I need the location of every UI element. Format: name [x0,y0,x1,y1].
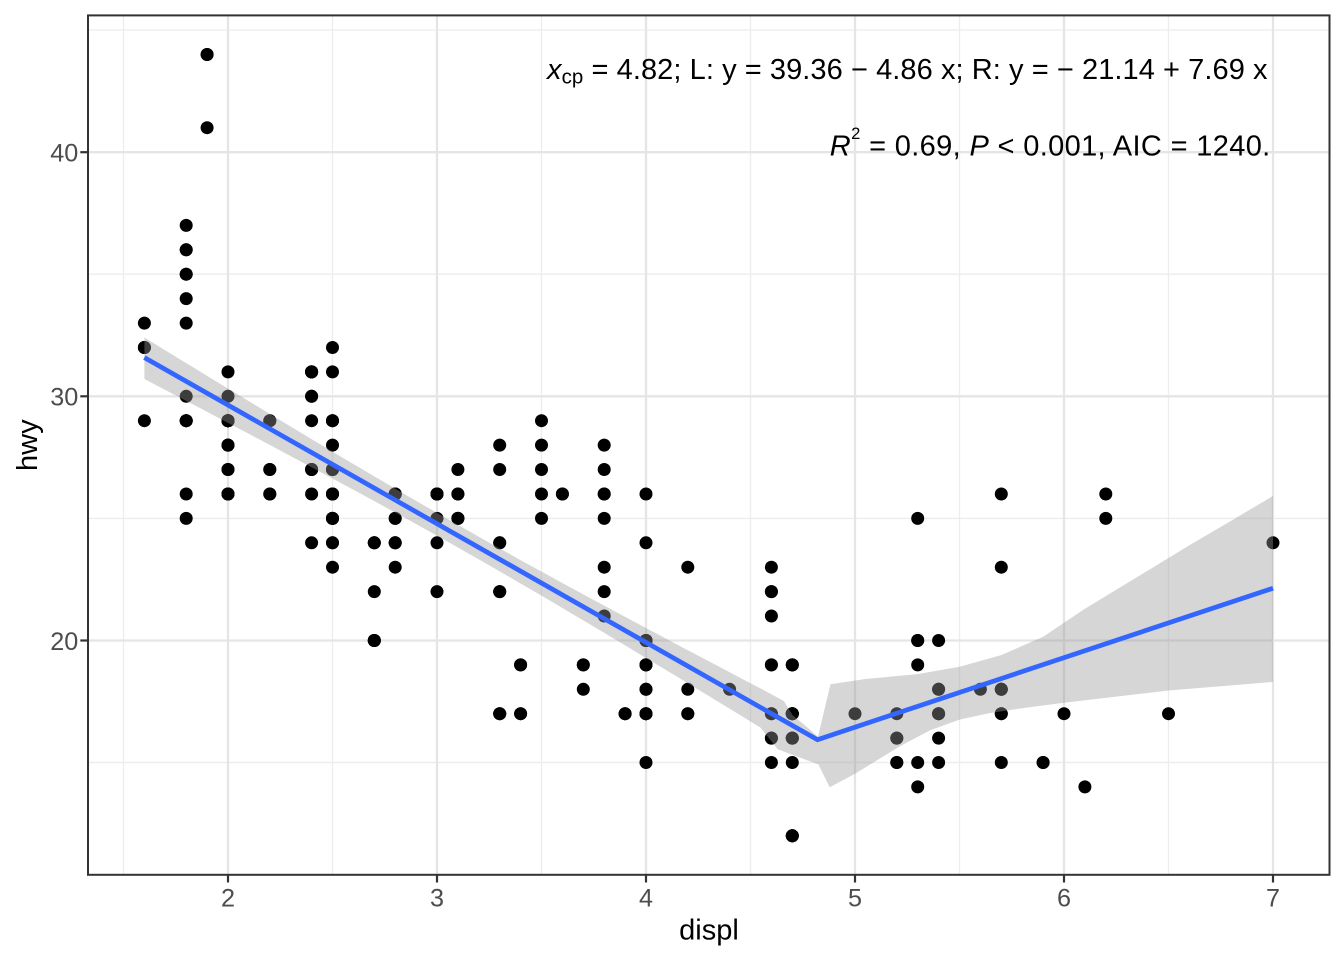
svg-text:3: 3 [430,884,444,912]
svg-text:4: 4 [639,884,653,912]
svg-text:6: 6 [1057,884,1071,912]
svg-text:xcp = 4.82; L: y = 39.36 − 4.8: xcp = 4.82; L: y = 39.36 − 4.86 x; R: y … [545,54,1268,89]
svg-text:30: 30 [50,384,78,412]
svg-text:2: 2 [221,884,235,912]
svg-text:hwy: hwy [12,419,44,471]
svg-text:5: 5 [848,884,862,912]
svg-text:20: 20 [50,628,78,656]
svg-text:displ: displ [679,915,739,947]
svg-text:R2 = 0.69, P < 0.001, AIC = 12: R2 = 0.69, P < 0.001, AIC = 1240. [830,124,1271,162]
svg-text:40: 40 [50,140,78,168]
svg-text:7: 7 [1266,884,1280,912]
